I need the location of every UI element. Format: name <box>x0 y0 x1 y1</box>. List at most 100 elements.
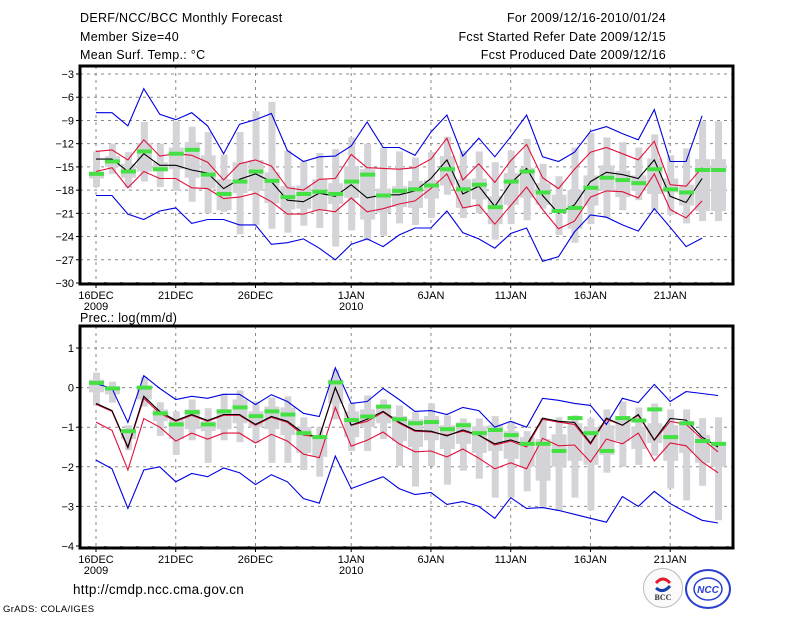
temp-median-marker <box>631 181 647 186</box>
precip-median-marker <box>168 422 184 427</box>
temp-median-marker <box>503 179 519 184</box>
start-date: Fcst Started Refer Date 2009/12/15 <box>458 30 666 44</box>
temp-median-marker <box>296 191 312 196</box>
precip-line-spread_lower <box>95 405 719 474</box>
temp-iqr-box <box>615 170 631 198</box>
temp-median-marker <box>312 189 328 194</box>
precip-xtick-label: 16DEC <box>78 554 114 566</box>
temp-median-marker <box>663 187 679 192</box>
precip-median-marker <box>423 420 439 425</box>
precip-median-marker <box>296 431 312 436</box>
precip-whisker-box <box>412 412 419 487</box>
precip-xtick-label: 16JAN <box>574 554 607 566</box>
precip-median-marker <box>487 427 503 432</box>
precip-ytick-label: 0 <box>68 383 74 395</box>
temp-median-marker <box>679 190 695 195</box>
precip-median-marker <box>439 427 455 432</box>
precip-iqr-box <box>647 423 663 444</box>
temp-xtick-label: 16DEC <box>78 290 114 302</box>
precip-median-marker <box>344 418 360 423</box>
precip-median-marker <box>392 417 408 422</box>
temp-iqr-box <box>408 180 423 208</box>
temp-median-marker <box>423 183 439 188</box>
bcc-logo-arc-blue <box>655 584 672 593</box>
temp-median-marker <box>455 187 471 192</box>
temp-median-marker <box>184 147 200 152</box>
bcc-logo-arc-red <box>654 577 672 585</box>
precip-iqr-box <box>376 405 392 424</box>
temp-iqr-box <box>200 155 216 189</box>
precip-iqr-box <box>535 439 551 481</box>
precip-median-marker <box>551 448 567 453</box>
precip-xtick-label: 11JAN <box>495 554 527 566</box>
temp-median-marker <box>136 149 152 154</box>
temp-iqr-box <box>184 142 200 178</box>
precip-xtick-label: 1JAN <box>338 554 365 566</box>
precip-median-marker <box>312 435 328 440</box>
precip-iqr-box <box>599 425 615 455</box>
precip-iqr-box <box>232 399 248 424</box>
precip-median-marker <box>711 441 727 446</box>
precip-median-marker <box>376 404 392 409</box>
precip-median-marker <box>599 448 615 453</box>
precip-median-marker <box>567 416 583 421</box>
temp-iqr-box <box>232 162 248 194</box>
temp-median-marker <box>695 167 711 172</box>
bcc-logo: BCC <box>643 568 683 608</box>
precip-whisker-box <box>683 409 691 501</box>
precip-median-marker <box>455 423 471 428</box>
temp-plot-frame <box>78 64 735 286</box>
precip-iqr-box <box>503 431 519 459</box>
precip-xtick-label: 21DEC <box>158 554 194 566</box>
temp-whisker-box <box>93 151 100 188</box>
precip-line-min <box>95 454 719 524</box>
precip-whisker-box <box>491 416 499 498</box>
temp-xtick-label: 26DEC <box>238 290 274 302</box>
precip-ytick-label: 1 <box>68 343 74 355</box>
temp-xtick-year: 2010 <box>339 301 363 313</box>
temp-ytick-label: −6 <box>61 92 74 104</box>
precip-plot-frame <box>78 324 735 550</box>
bcc-logo-text: BCC <box>655 593 672 602</box>
precip-median-marker <box>184 410 200 415</box>
temp-median-marker <box>392 188 408 193</box>
precip-whisker-box <box>268 397 276 463</box>
temp-ytick-label: −3 <box>61 69 74 81</box>
precip-whisker-box <box>204 408 212 463</box>
precip-iqr-box <box>711 443 727 467</box>
temp-xtick-year: 2009 <box>84 301 108 313</box>
temp-ytick-label: −27 <box>55 255 74 267</box>
precip-median-marker <box>471 431 487 436</box>
precip-median-marker <box>136 385 152 390</box>
precip-whisker-box <box>459 418 467 471</box>
temp-median-marker <box>535 190 551 195</box>
temp-line-min <box>96 194 703 262</box>
temp-median-marker <box>583 185 599 190</box>
precip-median-marker <box>89 380 104 385</box>
temp-iqr-box <box>248 159 264 191</box>
temp-median-marker <box>471 182 487 187</box>
precip-iqr-box <box>136 386 152 400</box>
temp-xtick-label: 16JAN <box>574 290 607 302</box>
precip-median-marker <box>264 409 280 414</box>
temp-line-max <box>96 87 703 163</box>
ncc-logo: NCC <box>685 569 731 609</box>
precip-xtick-year: 2009 <box>84 565 108 577</box>
temp-median-marker <box>89 171 104 176</box>
temp-median-marker <box>360 172 376 177</box>
temp-iqr-box <box>360 169 376 220</box>
temp-xtick-label: 21JAN <box>654 290 687 302</box>
temp-median-marker <box>487 205 503 210</box>
temp-median-marker <box>152 167 168 172</box>
website-url[interactable]: http://cmdp.ncc.cma.gov.cn <box>73 582 245 597</box>
temp-ytick-label: −12 <box>55 139 74 151</box>
precip-median-marker <box>216 409 232 414</box>
temp-median-marker <box>615 178 631 183</box>
temp-iqr-box <box>296 185 312 209</box>
precip-iqr-box <box>567 423 583 461</box>
precip-median-marker <box>360 414 376 419</box>
temp-median-marker <box>264 178 280 183</box>
temp-iqr-box <box>551 194 567 210</box>
temp-median-marker <box>599 175 615 180</box>
